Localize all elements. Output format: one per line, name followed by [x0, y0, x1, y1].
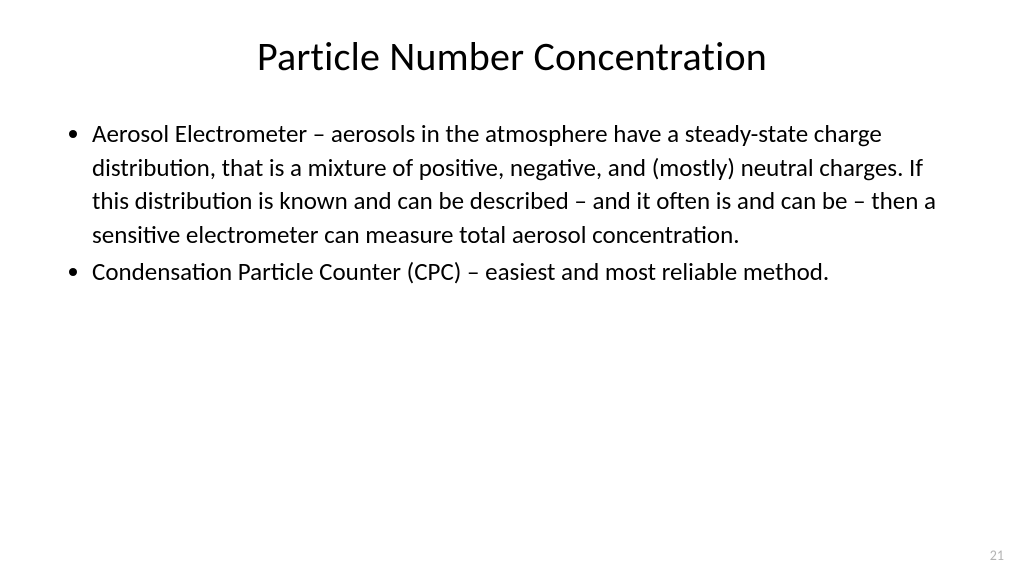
slide-title: Particle Number Concentration — [0, 0, 1024, 81]
slide-body: Aerosol Electrometer – aerosols in the a… — [0, 81, 1024, 289]
list-item: Condensation Particle Counter (CPC) – ea… — [92, 255, 960, 289]
page-number: 21 — [990, 547, 1004, 564]
slide: Particle Number Concentration Aerosol El… — [0, 0, 1024, 576]
list-item: Aerosol Electrometer – aerosols in the a… — [92, 117, 960, 251]
bullet-list: Aerosol Electrometer – aerosols in the a… — [64, 117, 960, 289]
